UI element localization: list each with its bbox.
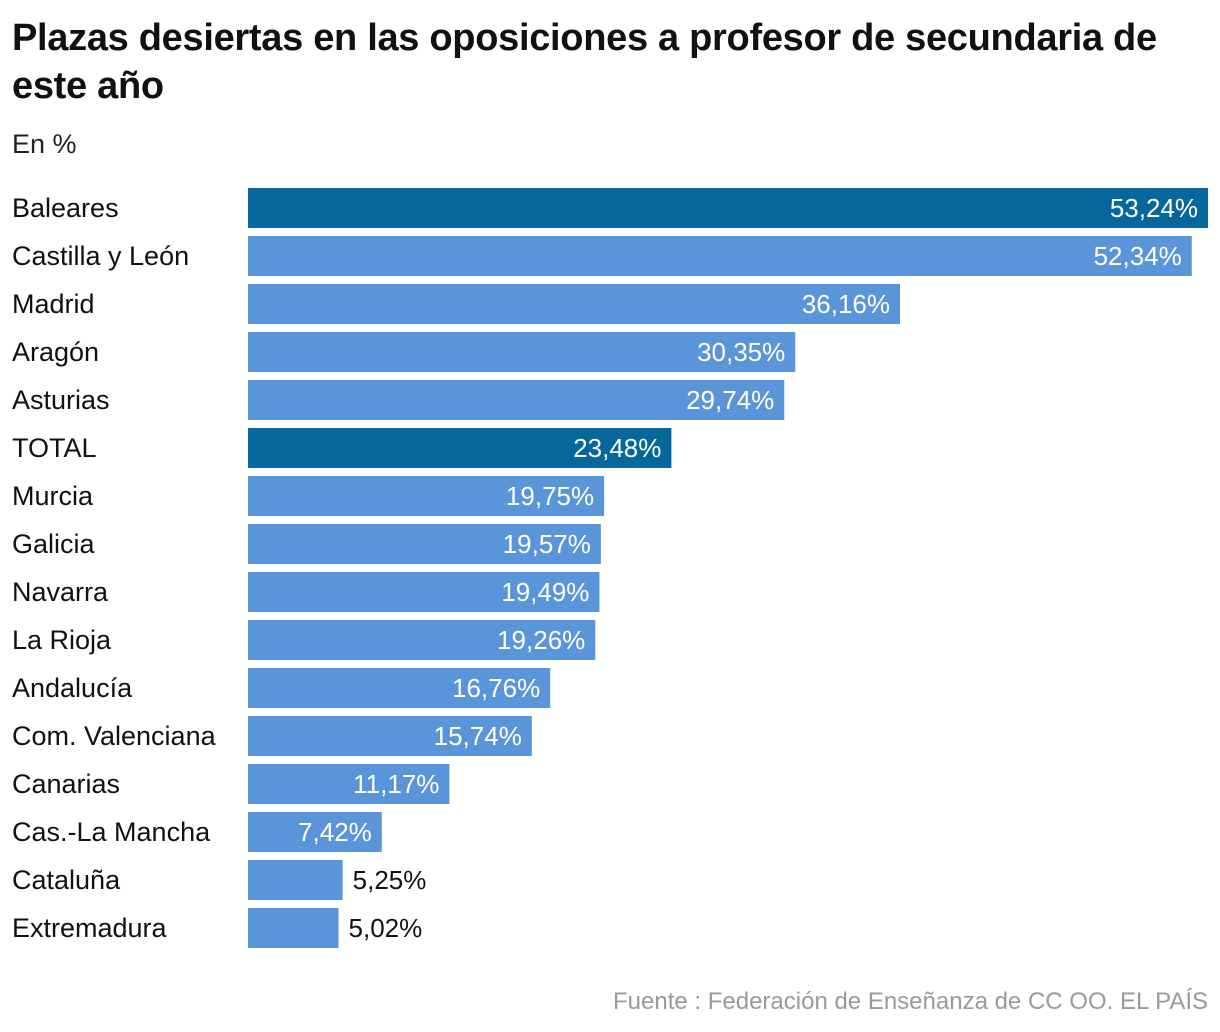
category-label: Aragón bbox=[12, 337, 99, 367]
value-label: 11,17% bbox=[353, 769, 439, 799]
category-label: Com. Valenciana bbox=[12, 721, 217, 751]
bar-row: Baleares 53,24% bbox=[12, 188, 1208, 228]
bar bbox=[248, 476, 605, 516]
bar-row: Extremadura 5,02% bbox=[12, 908, 422, 948]
bar-row: Asturias 29,74% bbox=[12, 380, 785, 420]
category-label: Galicia bbox=[12, 529, 96, 559]
value-label: 19,57% bbox=[503, 529, 591, 559]
bar-row: Canarias 11,17% bbox=[12, 764, 450, 804]
value-label: 53,24% bbox=[1110, 193, 1198, 223]
value-label: 29,74% bbox=[686, 385, 774, 415]
value-label: 7,42% bbox=[298, 817, 372, 847]
value-label: 30,35% bbox=[697, 337, 785, 367]
category-label: Asturias bbox=[12, 385, 110, 415]
bar bbox=[248, 332, 796, 372]
bar bbox=[248, 380, 785, 420]
bar-highlight bbox=[248, 188, 1208, 228]
bar bbox=[248, 716, 532, 756]
bar-row: Navarra 19,49% bbox=[12, 572, 600, 612]
bar-row: Com. Valenciana 15,74% bbox=[12, 716, 532, 756]
source-note: Fuente : Federación de Enseñanza de CC O… bbox=[613, 988, 1208, 1015]
category-label: La Rioja bbox=[12, 625, 112, 655]
value-label: 23,48% bbox=[573, 433, 661, 463]
bar-row: Aragón 30,35% bbox=[12, 332, 796, 372]
bar-row: TOTAL 23,48% bbox=[12, 428, 672, 468]
category-label: Cas.-La Mancha bbox=[12, 817, 211, 847]
bar-highlight bbox=[248, 428, 672, 468]
bar-row: La Rioja 19,26% bbox=[12, 620, 596, 660]
chart-title: Plazas desiertas en las oposiciones a pr… bbox=[12, 17, 1157, 107]
value-label: 16,76% bbox=[452, 673, 540, 703]
bar-row: Cataluña 5,25% bbox=[12, 860, 426, 900]
bar bbox=[248, 860, 343, 900]
bar-row: Madrid 36,16% bbox=[12, 284, 901, 324]
value-label: 19,75% bbox=[506, 481, 594, 511]
value-label: 19,26% bbox=[497, 625, 585, 655]
bar-row: Galicia 19,57% bbox=[12, 524, 601, 564]
value-label: 5,02% bbox=[349, 913, 423, 943]
bar bbox=[248, 524, 601, 564]
category-label: Andalucía bbox=[12, 673, 133, 703]
chart-subtitle: En % bbox=[12, 129, 77, 159]
value-label: 36,16% bbox=[802, 289, 890, 319]
value-label: 19,49% bbox=[501, 577, 589, 607]
value-label: 52,34% bbox=[1094, 241, 1182, 271]
bar-row: Andalucía 16,76% bbox=[12, 668, 551, 708]
bar-row: Castilla y León 52,34% bbox=[12, 236, 1192, 276]
bar bbox=[248, 572, 600, 612]
category-label: Baleares bbox=[12, 193, 119, 223]
category-label: Madrid bbox=[12, 289, 95, 319]
bar bbox=[248, 908, 339, 948]
bar bbox=[248, 236, 1192, 276]
category-label: TOTAL bbox=[12, 433, 97, 463]
bar bbox=[248, 812, 382, 852]
bar bbox=[248, 668, 551, 708]
category-label: Murcia bbox=[12, 481, 94, 511]
bar bbox=[248, 620, 596, 660]
category-label: Navarra bbox=[12, 577, 109, 607]
value-label: 5,25% bbox=[353, 865, 427, 895]
bar bbox=[248, 764, 450, 804]
category-label: Extremadura bbox=[12, 913, 168, 943]
bar-row: Cas.-La Mancha 7,42% bbox=[12, 812, 382, 852]
bar bbox=[248, 284, 901, 324]
bar-row: Murcia 19,75% bbox=[12, 476, 605, 516]
category-label: Castilla y León bbox=[12, 241, 189, 271]
category-label: Cataluña bbox=[12, 865, 121, 895]
value-label: 15,74% bbox=[434, 721, 522, 751]
category-label: Canarias bbox=[12, 769, 120, 799]
